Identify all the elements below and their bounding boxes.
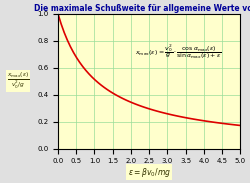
Text: $\frac{x_{\rm max}(\varepsilon)}{v_0^2/g}$: $\frac{x_{\rm max}(\varepsilon)}{v_0^2/g… <box>7 71 29 92</box>
X-axis label: $\varepsilon = \beta v_0 / mg$: $\varepsilon = \beta v_0 / mg$ <box>128 166 171 179</box>
Text: $x_{\rm max}(\varepsilon) = \dfrac{v_0^2}{g} \cdot \dfrac{\cos\alpha_{\rm max}(\: $x_{\rm max}(\varepsilon) = \dfrac{v_0^2… <box>134 43 221 61</box>
Title: Die maximale Schußweite für allgemeine Werte von ε: Die maximale Schußweite für allgemeine W… <box>34 4 250 13</box>
